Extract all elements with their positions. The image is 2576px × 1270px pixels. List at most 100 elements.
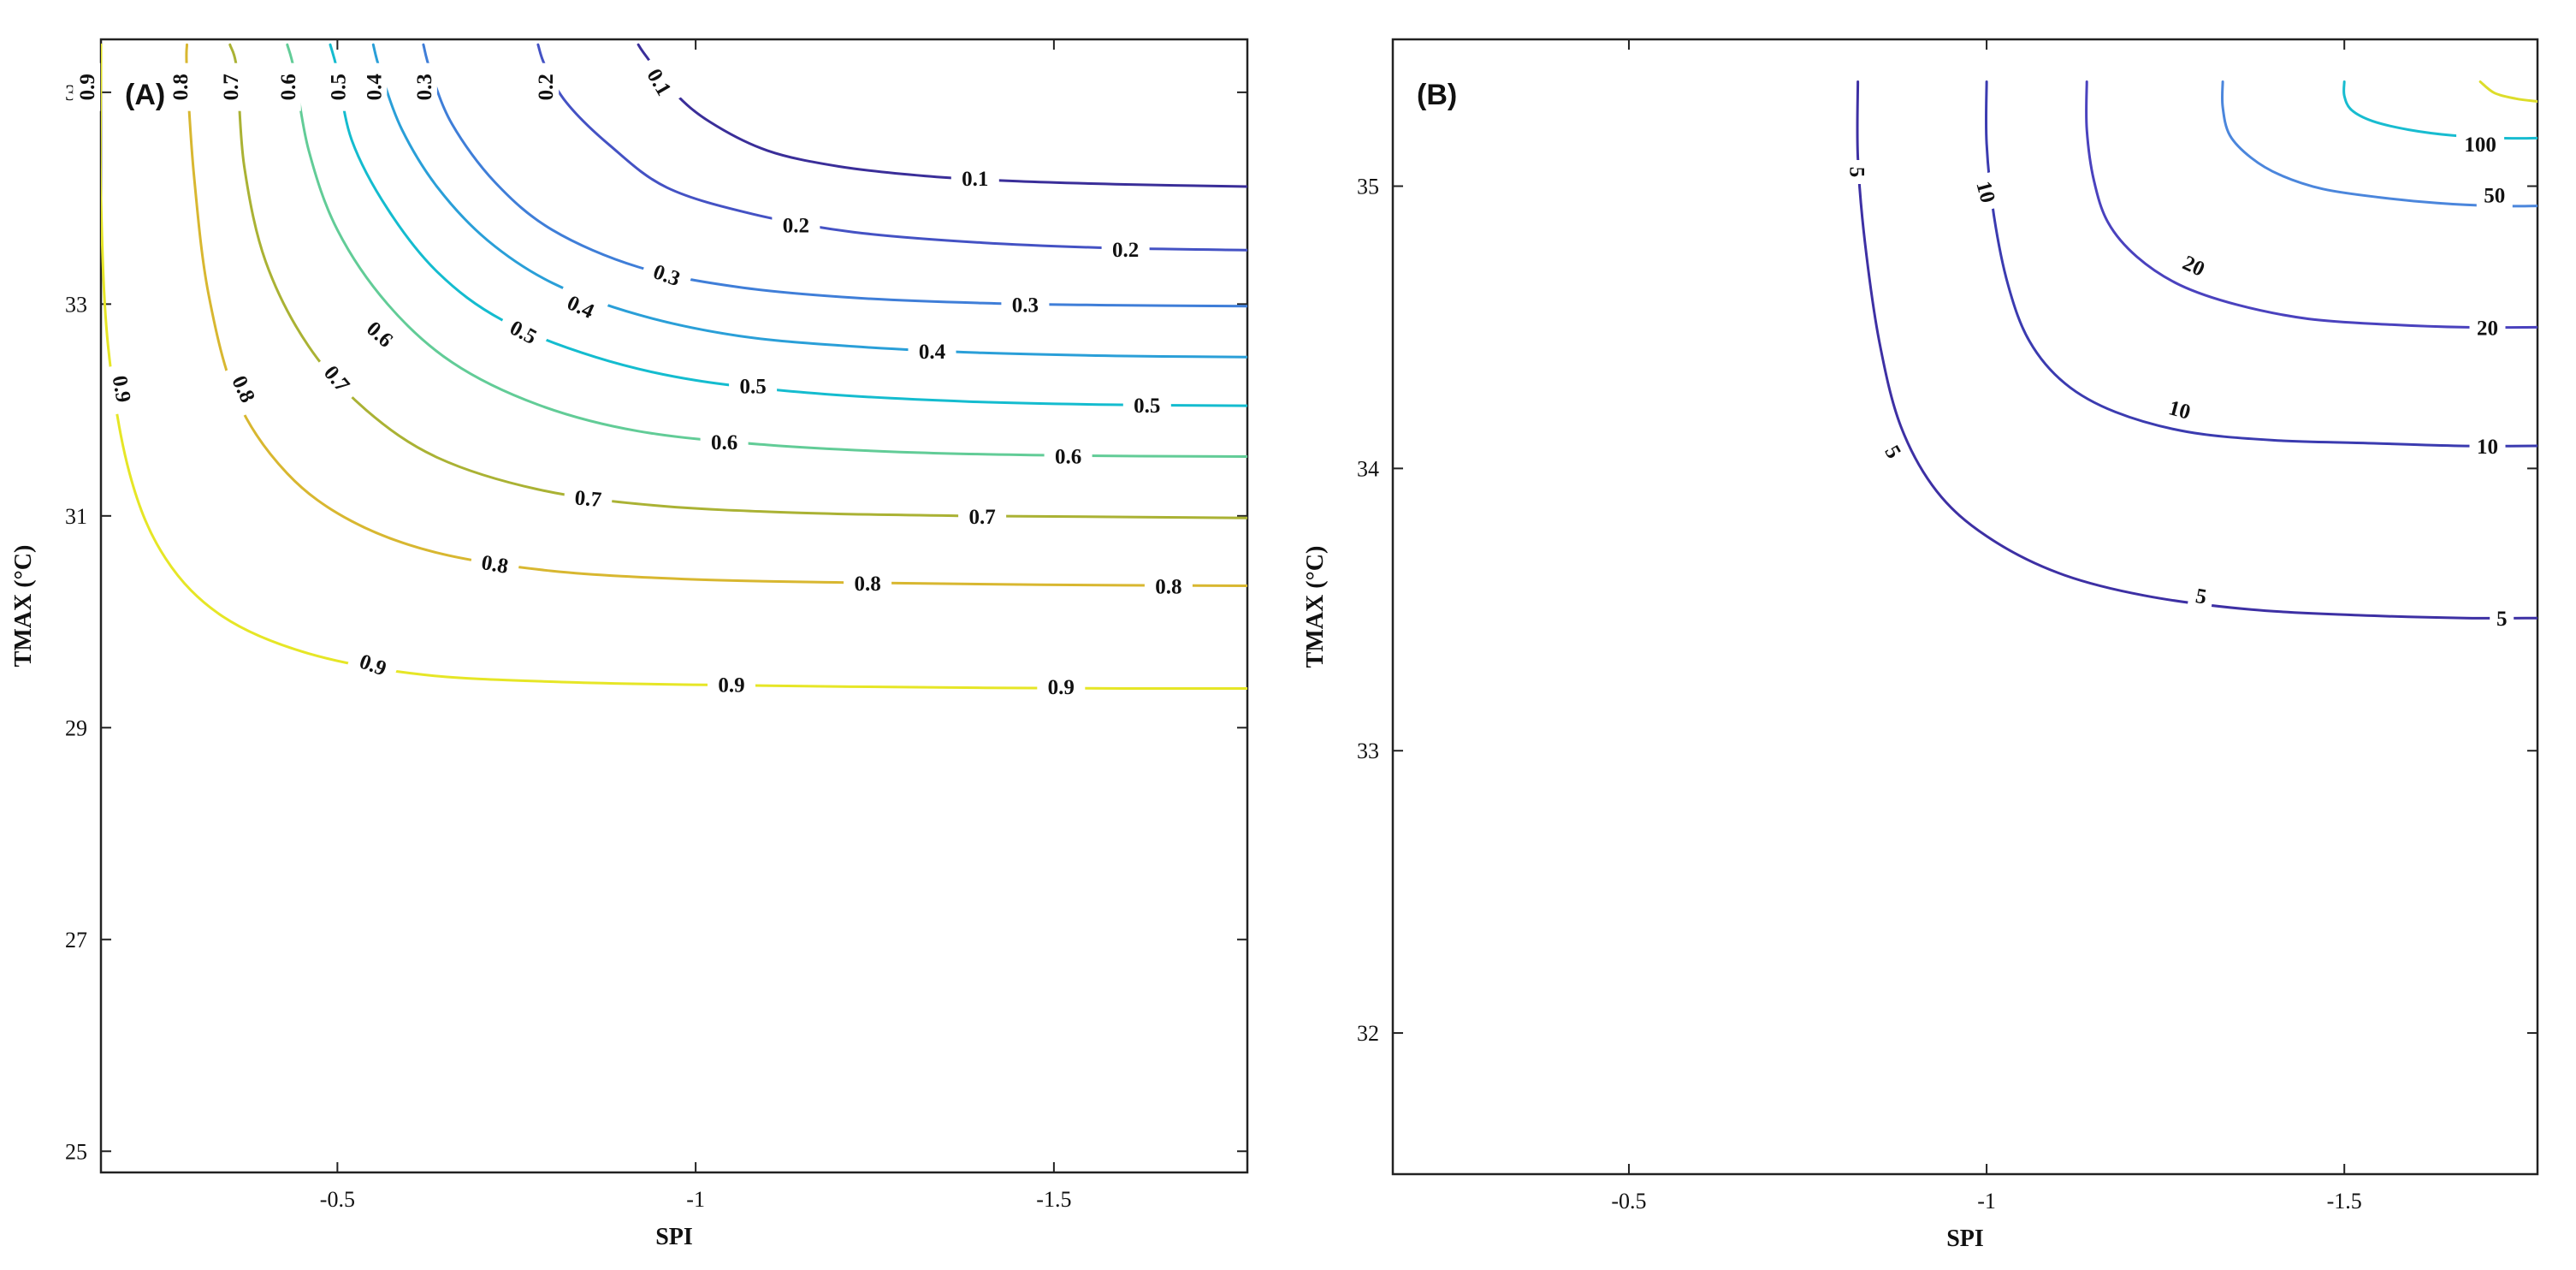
contour-label-text: 5 (1845, 167, 1868, 178)
contour-label-text: 0.8 (854, 573, 880, 596)
contour-label-text: 0.6 (1055, 445, 1081, 468)
y-tick-label: 25 (65, 1139, 87, 1164)
contour-label-0.4: 0.4 (359, 62, 388, 111)
x-axis-label: SPI (1946, 1225, 1984, 1252)
contour-label-text: 0.6 (277, 74, 300, 100)
contour-label-0.3: 0.3 (1001, 290, 1050, 318)
contour-line-20 (2085, 80, 2538, 329)
contour-label-text: 0.3 (413, 74, 436, 100)
contour-labels: 0.10.10.20.20.20.30.30.30.40.40.40.50.50… (73, 54, 1193, 700)
y-tick-label: 33 (65, 292, 87, 317)
contour-label-text: 50 (2484, 184, 2505, 207)
contour-line-0.9 (101, 43, 1247, 691)
contour-line-0.5 (329, 43, 1247, 407)
contour-line-0.6 (286, 43, 1247, 458)
contour-label-0.1: 0.1 (950, 164, 999, 193)
contour-label-0.8: 0.8 (844, 568, 892, 596)
contour-line-10 (1984, 80, 2538, 448)
contour-label-text: 100 (2464, 134, 2496, 157)
contour-label-0.5: 0.5 (1122, 390, 1171, 418)
contour-label-text: 0.7 (574, 486, 602, 512)
contour-line-5 (1856, 80, 2538, 620)
contour-label-text: 0.2 (535, 74, 558, 100)
x-tick-label: -1 (686, 1187, 705, 1212)
x-axis-label: SPI (655, 1224, 693, 1250)
contour-label-0.9: 0.9 (104, 362, 140, 415)
y-tick-label: 33 (1357, 739, 1379, 763)
contour-label-text: 0.2 (1112, 239, 1139, 262)
contour-label-text: 0.3 (1012, 294, 1039, 317)
contour-lines (101, 43, 1247, 691)
contour-label-text: 0.9 (76, 74, 99, 100)
contour-label-text: 0.4 (919, 341, 946, 364)
contour-label-text: 0.5 (1134, 395, 1160, 418)
contour-line-0.3 (422, 43, 1247, 308)
y-tick-label: 35 (1357, 175, 1379, 199)
contour-label-text: 0.5 (739, 376, 766, 399)
contour-label-100: 100 (2456, 130, 2505, 157)
x-tick-label: -0.5 (320, 1187, 355, 1212)
chart-panel-b: -0.5 -1 -1.5 32 33 34 35 SPI TMAX (°C) (B) 5 5 5 5 10 1… (1302, 38, 2539, 1252)
contour-label-10: 10 (1969, 170, 2005, 213)
contour-label-50: 50 (2476, 181, 2513, 209)
contour-label-0.9: 0.9 (73, 62, 101, 111)
contour-label-5: 5 (2490, 604, 2514, 632)
contour-label-text: 5 (2194, 585, 2208, 609)
contour-label-0.5: 0.5 (729, 371, 778, 400)
x-tick-label: -1 (1977, 1189, 1996, 1214)
contour-label-0.8: 0.8 (166, 62, 194, 111)
contour-label-0.9: 0.9 (1037, 673, 1086, 700)
contour-label-0.7: 0.7 (563, 482, 613, 514)
contour-label-0.2: 0.2 (1101, 235, 1150, 263)
contour-label-0.2: 0.2 (772, 211, 820, 239)
contour-label-0.8: 0.8 (469, 545, 521, 582)
contour-label-0.2: 0.2 (531, 62, 560, 111)
contour-label-0.6: 0.6 (700, 428, 749, 456)
contour-line-0.4 (371, 43, 1247, 359)
contour-label-text: 10 (2477, 436, 2498, 459)
contour-label-5: 5 (1844, 160, 1872, 184)
contour-label-text: 0.7 (968, 506, 995, 529)
x-tick-label: -1.5 (2327, 1189, 2362, 1214)
y-tick-label: 32 (1357, 1021, 1379, 1046)
x-tick-label: -1.5 (1036, 1187, 1071, 1212)
contour-label-text: 0.8 (480, 551, 510, 579)
contour-label-0.5: 0.5 (323, 62, 352, 111)
contour-label-text: 0.4 (363, 74, 386, 101)
contour-label-0.8: 0.8 (1144, 572, 1193, 600)
contour-label-0.3: 0.3 (409, 62, 437, 111)
y-tick-label: 27 (65, 928, 87, 952)
contour-line-0.8 (185, 43, 1247, 587)
contour-label-0.6: 0.6 (1044, 442, 1093, 470)
panel-label: (B) (1417, 79, 1457, 111)
contour-label-0.7: 0.7 (958, 501, 1007, 530)
contour-label-text: 0.6 (711, 431, 737, 454)
contour-label-text: 5 (2496, 608, 2508, 631)
y-tick-label: 31 (65, 504, 87, 529)
contour-line-200 (2478, 80, 2538, 104)
contour-line-50 (2220, 80, 2538, 208)
contour-lines (1856, 80, 2538, 620)
plot-frame (1391, 38, 2539, 1176)
contour-label-text: 0.8 (1155, 576, 1181, 599)
contour-label-0.9: 0.9 (708, 670, 755, 698)
contour-label-20: 20 (2469, 313, 2506, 341)
contour-label-0.7: 0.7 (216, 62, 244, 111)
panel-label: (A) (125, 79, 165, 111)
x-tick-label: -0.5 (1611, 1189, 1646, 1214)
contour-label-text: 0.9 (108, 374, 135, 404)
y-axis-label: TMAX (°C) (1302, 546, 1329, 668)
contour-label-10: 10 (2469, 432, 2506, 460)
contour-label-text: 20 (2477, 317, 2498, 340)
contour-label-text: 0.8 (169, 74, 192, 100)
contour-label-0.9: 0.9 (346, 643, 401, 685)
plot-frame (99, 38, 1249, 1174)
y-tick-label: 29 (65, 715, 87, 740)
y-axis-label: TMAX (°C) (10, 545, 37, 668)
contour-line-0.2 (536, 43, 1247, 252)
contour-label-0.4: 0.4 (908, 336, 956, 365)
contour-label-text: 0.2 (783, 215, 809, 238)
